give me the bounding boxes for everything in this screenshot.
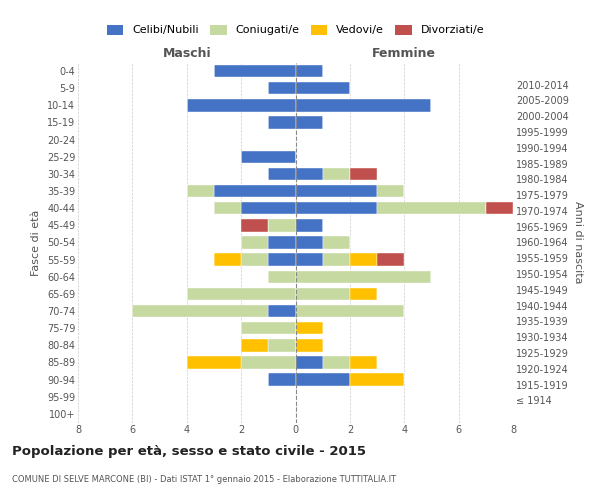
Bar bbox=[268, 254, 296, 266]
Bar bbox=[268, 168, 296, 180]
Bar bbox=[296, 254, 323, 266]
Bar bbox=[350, 374, 404, 386]
Bar bbox=[296, 82, 350, 94]
Bar bbox=[241, 356, 296, 368]
Bar bbox=[296, 202, 377, 214]
Bar bbox=[241, 219, 268, 232]
Bar bbox=[214, 254, 241, 266]
Bar bbox=[323, 168, 350, 180]
Text: Femmine: Femmine bbox=[372, 47, 436, 60]
Text: Maschi: Maschi bbox=[163, 47, 211, 60]
Bar bbox=[350, 168, 377, 180]
Bar bbox=[296, 168, 323, 180]
Bar bbox=[268, 374, 296, 386]
Bar bbox=[187, 356, 241, 368]
Bar bbox=[268, 82, 296, 94]
Bar bbox=[296, 305, 404, 317]
Bar bbox=[187, 288, 296, 300]
Bar bbox=[214, 65, 296, 77]
Bar bbox=[296, 270, 431, 283]
Bar bbox=[241, 150, 296, 163]
Bar bbox=[241, 236, 268, 248]
Bar bbox=[268, 270, 296, 283]
Y-axis label: Anni di nascita: Anni di nascita bbox=[572, 201, 583, 284]
Bar bbox=[296, 322, 323, 334]
Bar bbox=[296, 65, 323, 77]
Bar bbox=[268, 236, 296, 248]
Bar bbox=[241, 339, 268, 351]
Bar bbox=[377, 185, 404, 197]
Bar bbox=[214, 202, 241, 214]
Bar bbox=[377, 202, 486, 214]
Bar bbox=[133, 305, 268, 317]
Bar bbox=[241, 322, 296, 334]
Bar bbox=[323, 236, 350, 248]
Legend: Celibi/Nubili, Coniugati/e, Vedovi/e, Divorziati/e: Celibi/Nubili, Coniugati/e, Vedovi/e, Di… bbox=[103, 22, 488, 38]
Bar bbox=[268, 339, 296, 351]
Bar bbox=[268, 116, 296, 128]
Bar bbox=[296, 236, 323, 248]
Text: Popolazione per età, sesso e stato civile - 2015: Popolazione per età, sesso e stato civil… bbox=[12, 444, 366, 458]
Y-axis label: Fasce di età: Fasce di età bbox=[31, 210, 41, 276]
Bar bbox=[377, 254, 404, 266]
Bar bbox=[296, 219, 323, 232]
Bar bbox=[241, 254, 268, 266]
Bar bbox=[296, 116, 323, 128]
Bar bbox=[350, 356, 377, 368]
Bar bbox=[241, 202, 296, 214]
Bar bbox=[296, 288, 350, 300]
Bar bbox=[296, 99, 431, 112]
Bar bbox=[296, 356, 323, 368]
Bar bbox=[296, 185, 377, 197]
Bar bbox=[296, 339, 323, 351]
Bar bbox=[350, 254, 377, 266]
Bar bbox=[268, 305, 296, 317]
Bar bbox=[187, 185, 214, 197]
Bar bbox=[214, 185, 296, 197]
Bar bbox=[296, 374, 350, 386]
Bar bbox=[323, 254, 350, 266]
Bar bbox=[187, 99, 296, 112]
Bar bbox=[268, 219, 296, 232]
Text: COMUNE DI SELVE MARCONE (BI) - Dati ISTAT 1° gennaio 2015 - Elaborazione TUTTITA: COMUNE DI SELVE MARCONE (BI) - Dati ISTA… bbox=[12, 475, 396, 484]
Bar bbox=[323, 356, 350, 368]
Bar bbox=[486, 202, 513, 214]
Bar bbox=[350, 288, 377, 300]
